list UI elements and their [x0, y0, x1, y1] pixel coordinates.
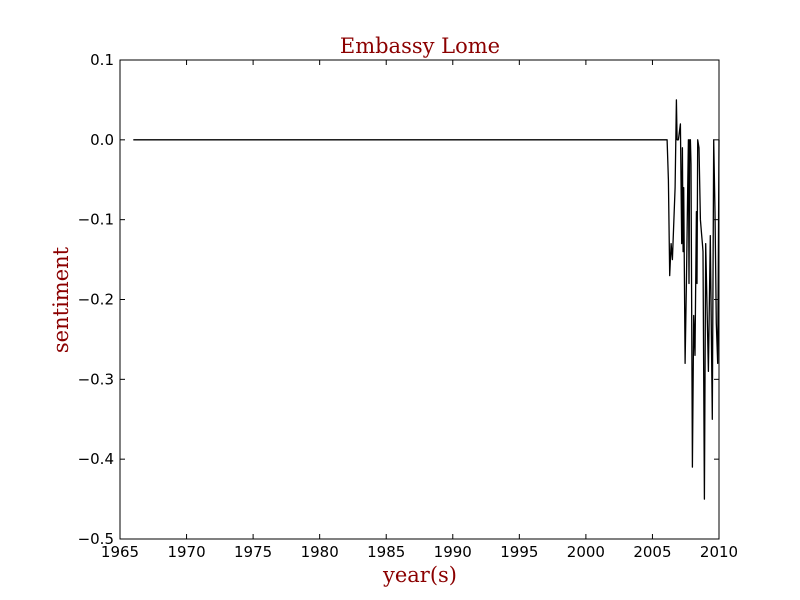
x-tick-label: 1995 — [500, 543, 538, 561]
plot-frame — [119, 59, 720, 540]
y-tick-label: −0.5 — [78, 530, 114, 548]
y-axis-label: sentiment — [49, 246, 73, 353]
y-tick-label: −0.2 — [78, 291, 114, 309]
x-tick-label: 2010 — [700, 543, 738, 561]
x-axis-label: year(s) — [382, 563, 457, 587]
plot-area: 1965 1970 1975 1980 1985 1990 1995 2000 2005 2010… — [78, 51, 739, 561]
x-tick-label: 1990 — [434, 543, 472, 561]
y-tick-label: 0.0 — [90, 131, 114, 149]
y-tick-label: −0.4 — [78, 450, 114, 468]
x-tick-label: 1965 — [101, 543, 139, 561]
x-tick-label: 1980 — [301, 543, 339, 561]
y-tick-label: −0.3 — [78, 370, 114, 388]
x-tick-label: 1975 — [234, 543, 272, 561]
y-tick-label: 0.1 — [90, 51, 114, 69]
x-tick-label: 1985 — [367, 543, 405, 561]
chart-title: Embassy Lome — [340, 34, 500, 58]
y-tick-label: −0.1 — [78, 211, 114, 229]
x-tick-label: 2005 — [633, 543, 671, 561]
x-tick-label: 1970 — [167, 543, 205, 561]
x-tick-label: 2000 — [567, 543, 605, 561]
series-line-1 — [133, 99, 720, 500]
